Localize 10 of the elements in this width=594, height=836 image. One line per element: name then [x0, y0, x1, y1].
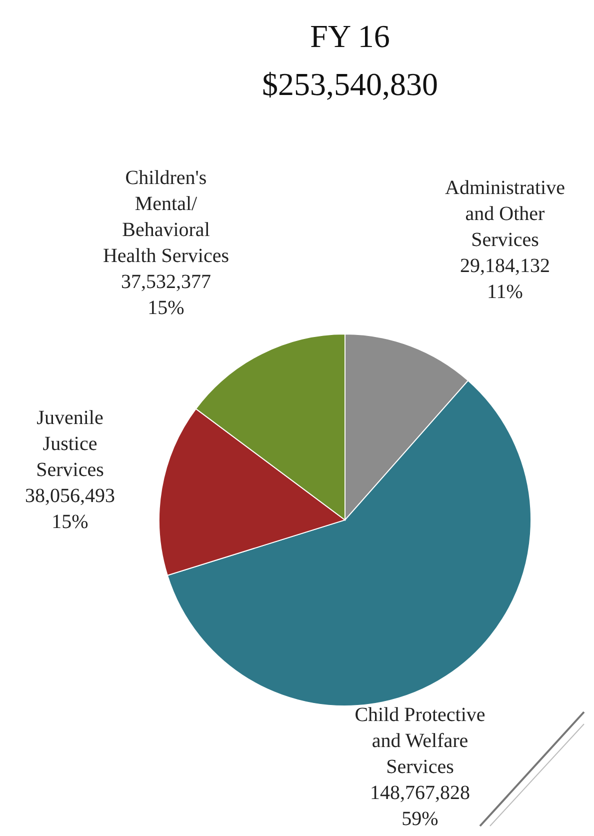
slice-label: Child Protective and Welfare Services [354, 704, 486, 778]
slice-label: Juvenile Justice Services [36, 407, 104, 481]
data-label: 148,767,828 59% [370, 782, 470, 830]
data-label: 29,184,132 11% [460, 255, 550, 303]
data-label: 38,056,493 15% [25, 485, 115, 533]
chart-title: FY 16 [309, 18, 391, 55]
data-label: 37,532,377 15% [121, 271, 211, 319]
slice-label: Administrative and Other Services [445, 177, 566, 251]
slice-label: Children's Mental/ Behavioral Health Services [102, 167, 230, 267]
chart-subtitle: $253,540,830 [261, 66, 439, 103]
